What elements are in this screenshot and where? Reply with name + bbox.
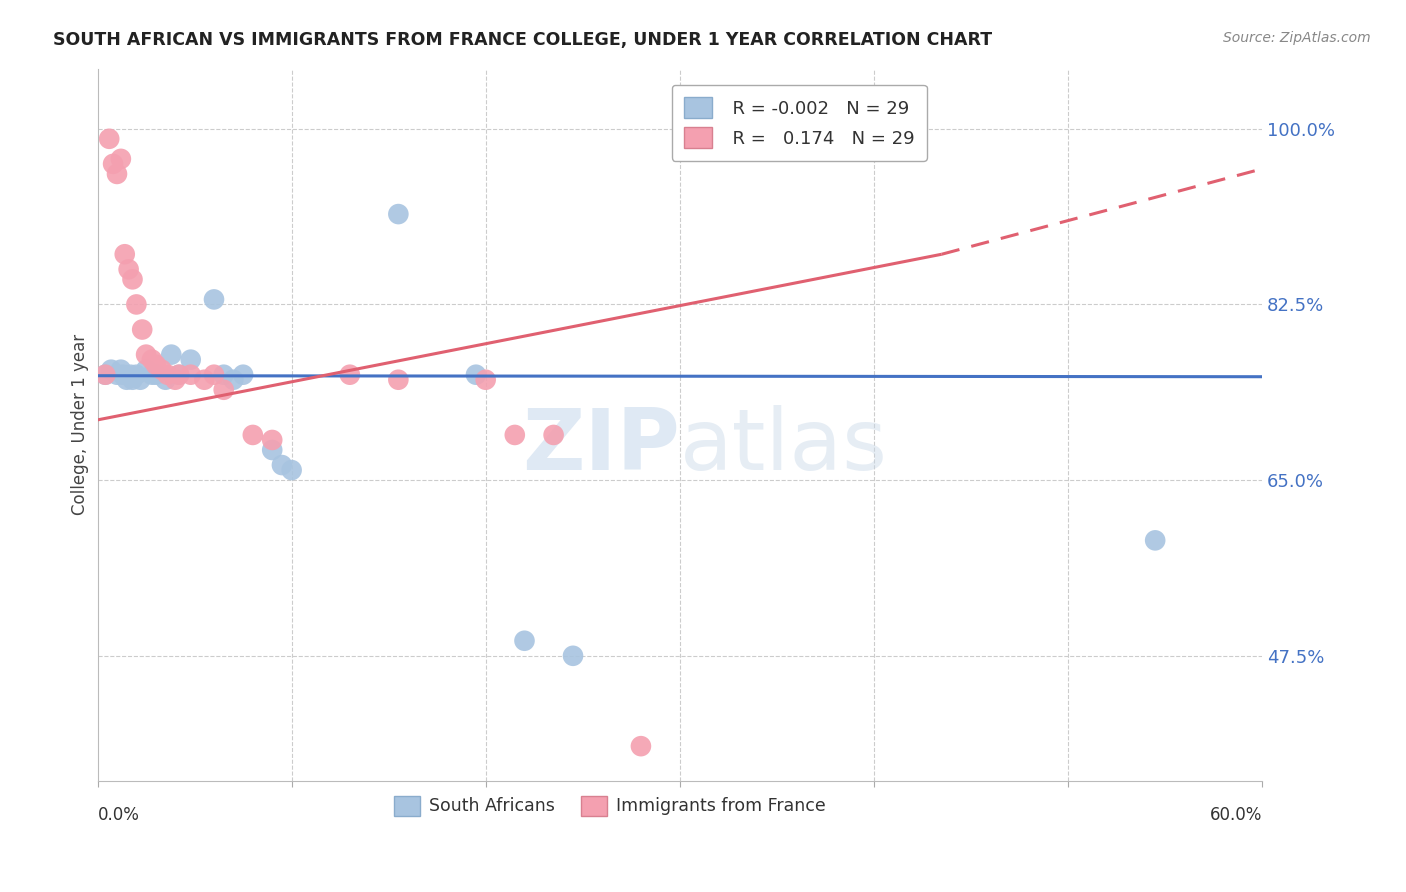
Point <box>232 368 254 382</box>
Legend: South Africans, Immigrants from France: South Africans, Immigrants from France <box>388 789 832 822</box>
Point <box>160 348 183 362</box>
Text: ZIP: ZIP <box>522 405 679 488</box>
Text: atlas: atlas <box>679 405 887 488</box>
Text: SOUTH AFRICAN VS IMMIGRANTS FROM FRANCE COLLEGE, UNDER 1 YEAR CORRELATION CHART: SOUTH AFRICAN VS IMMIGRANTS FROM FRANCE … <box>53 31 993 49</box>
Point <box>262 433 284 447</box>
Point <box>100 362 122 376</box>
Point <box>193 373 215 387</box>
Text: 60.0%: 60.0% <box>1209 806 1263 824</box>
Point <box>110 362 132 376</box>
Point <box>105 167 128 181</box>
Point <box>115 373 138 387</box>
Point <box>167 368 190 382</box>
Point <box>101 157 124 171</box>
Y-axis label: College, Under 1 year: College, Under 1 year <box>72 334 89 516</box>
Point <box>111 368 134 382</box>
Point <box>141 352 163 367</box>
Point <box>150 362 173 376</box>
Point <box>145 368 167 382</box>
Point <box>121 373 143 387</box>
Point <box>387 373 409 387</box>
Point <box>117 262 139 277</box>
Point <box>543 428 565 442</box>
Text: 0.0%: 0.0% <box>97 806 139 824</box>
Point <box>280 463 302 477</box>
Point <box>562 648 585 663</box>
Point <box>94 368 117 382</box>
Point <box>465 368 488 382</box>
Point <box>156 368 179 382</box>
Point <box>105 368 128 382</box>
Point <box>121 272 143 286</box>
Point <box>202 368 225 382</box>
Point <box>145 358 167 372</box>
Text: Source: ZipAtlas.com: Source: ZipAtlas.com <box>1223 31 1371 45</box>
Point <box>125 297 148 311</box>
Point <box>630 739 652 754</box>
Point <box>120 368 142 382</box>
Point <box>135 348 157 362</box>
Point <box>222 373 245 387</box>
Point <box>114 247 136 261</box>
Point <box>125 368 148 382</box>
Point <box>212 383 235 397</box>
Point <box>155 373 177 387</box>
Point <box>141 368 163 382</box>
Point <box>1144 533 1167 548</box>
Point <box>110 152 132 166</box>
Point <box>339 368 361 382</box>
Point <box>262 442 284 457</box>
Point <box>271 458 294 472</box>
Point <box>212 368 235 382</box>
Point <box>180 368 202 382</box>
Point <box>131 322 153 336</box>
Point <box>503 428 526 442</box>
Point <box>94 368 117 382</box>
Point <box>180 352 202 367</box>
Point <box>387 207 409 221</box>
Point <box>513 633 536 648</box>
Point <box>474 373 496 387</box>
Point <box>98 132 121 146</box>
Point <box>202 293 225 307</box>
Point <box>167 368 190 382</box>
Point <box>129 373 152 387</box>
Point <box>242 428 264 442</box>
Point <box>165 373 187 387</box>
Point <box>135 362 157 376</box>
